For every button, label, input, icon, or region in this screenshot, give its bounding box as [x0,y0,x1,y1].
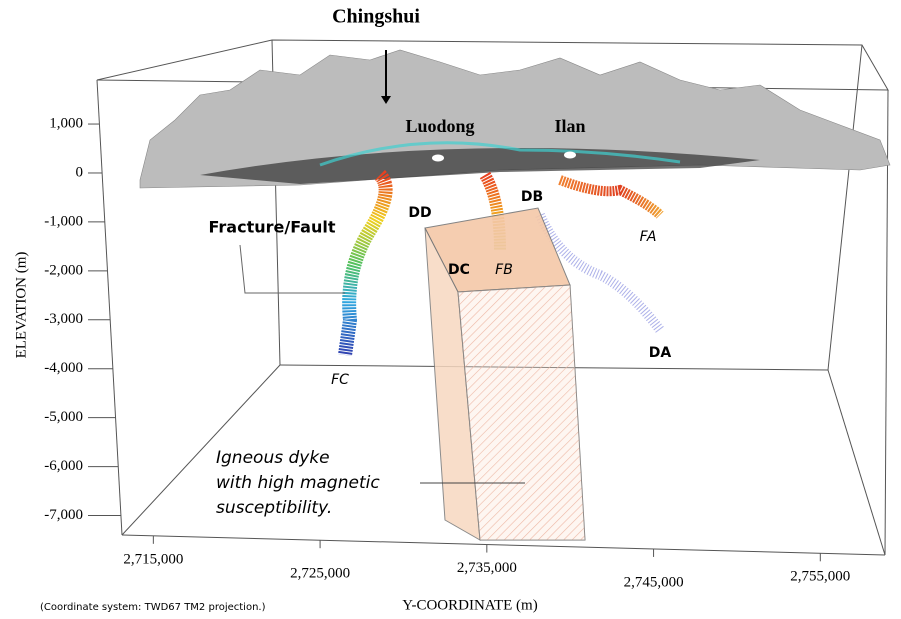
annotation: DB [521,189,543,205]
annotation: Chingshui [332,6,420,28]
town-marker [432,155,444,162]
y-tick-label: -1,000 [44,213,83,229]
y-tick-label: -3,000 [44,311,83,327]
annotation: FA [640,229,657,245]
y-tick-label: -4,000 [44,360,83,376]
x-tick-label: 2,755,000 [790,569,850,585]
y-tick-label: 0 [76,164,84,180]
leader [240,245,345,293]
dyke-label: Igneous dyke [216,448,330,468]
footnote: (Coordinate system: TWD67 TM2 projection… [40,602,266,613]
annotation: FB [495,262,513,278]
annotation: Luodong [405,116,474,136]
x-tick-label: 2,715,000 [123,551,183,567]
annotation: DA [649,345,672,361]
dyke-label: susceptibility. [216,498,332,518]
town-marker [564,152,576,159]
y-tick-label: -7,000 [44,507,83,523]
annotation: DC [448,262,470,278]
annotation: DD [408,205,431,221]
annotation: Ilan [554,116,585,136]
dyke [425,208,585,540]
cluster-fa [560,180,660,215]
x-tick-label: 2,735,000 [457,560,517,576]
chart: ELEVATION (m) Y-COORDINATE (m) (Coordina… [0,0,901,619]
x-tick-label: 2,745,000 [624,574,684,590]
dyke-label: with high magnetic [216,473,380,493]
annotation: FC [331,372,349,388]
annotation: Fracture/Fault [208,218,335,237]
x-tick-label: 2,725,000 [290,566,350,582]
y-tick-label: -2,000 [44,262,83,278]
y-axis-label: ELEVATION (m) [13,252,29,359]
cluster-fc [345,175,386,355]
y-tick-label: -5,000 [44,409,83,425]
x-axis-label: Y-COORDINATE (m) [402,597,537,613]
y-tick-label: -6,000 [44,458,83,474]
y-tick-label: 1,000 [49,115,83,131]
